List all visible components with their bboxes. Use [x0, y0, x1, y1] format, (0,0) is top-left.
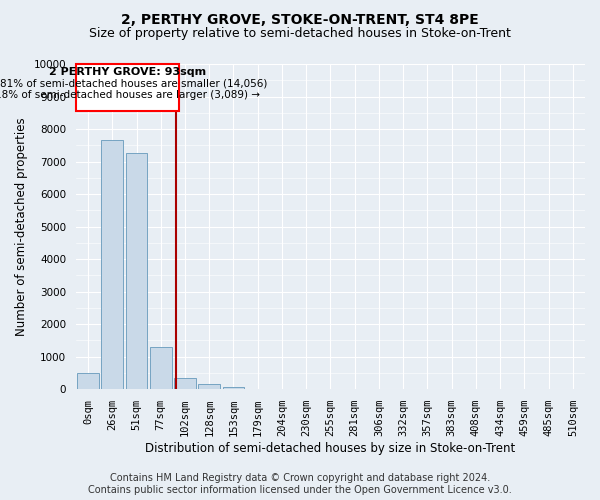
Text: 2 PERTHY GROVE: 93sqm: 2 PERTHY GROVE: 93sqm — [49, 68, 206, 78]
Y-axis label: Number of semi-detached properties: Number of semi-detached properties — [15, 118, 28, 336]
Bar — [77, 373, 99, 389]
FancyBboxPatch shape — [76, 64, 179, 111]
Bar — [199, 384, 220, 389]
Bar — [223, 387, 244, 389]
Text: 18% of semi-detached houses are larger (3,089) →: 18% of semi-detached houses are larger (… — [0, 90, 260, 100]
Text: Contains HM Land Registry data © Crown copyright and database right 2024.
Contai: Contains HM Land Registry data © Crown c… — [88, 474, 512, 495]
Bar — [150, 347, 172, 389]
Bar — [125, 154, 148, 389]
Text: ← 81% of semi-detached houses are smaller (14,056): ← 81% of semi-detached houses are smalle… — [0, 78, 267, 88]
Bar — [174, 378, 196, 389]
Text: Size of property relative to semi-detached houses in Stoke-on-Trent: Size of property relative to semi-detach… — [89, 28, 511, 40]
Bar — [101, 140, 123, 389]
Text: 2, PERTHY GROVE, STOKE-ON-TRENT, ST4 8PE: 2, PERTHY GROVE, STOKE-ON-TRENT, ST4 8PE — [121, 12, 479, 26]
X-axis label: Distribution of semi-detached houses by size in Stoke-on-Trent: Distribution of semi-detached houses by … — [145, 442, 515, 455]
